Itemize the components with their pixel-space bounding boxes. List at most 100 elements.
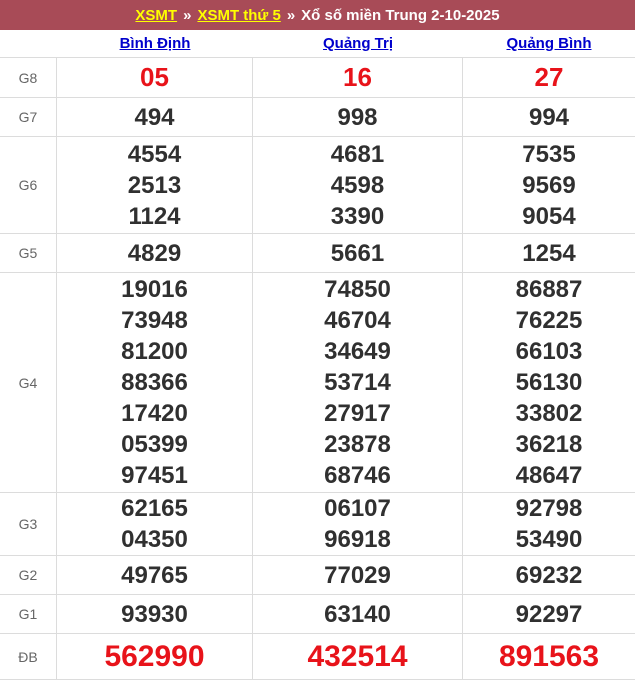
table-row: G8 05 16 27 <box>0 58 635 98</box>
result-cell: 994 <box>463 98 635 136</box>
result-cell: 1254 <box>463 234 635 272</box>
result-number: 432514 <box>307 640 408 673</box>
table-row: G5 4829 5661 1254 <box>0 234 635 273</box>
result-number: 1254 <box>522 239 576 267</box>
row-label: ĐB <box>0 634 57 679</box>
result-number: 9569 <box>522 171 576 199</box>
table-row: G7 494 998 994 <box>0 98 635 137</box>
result-cell: 86887 76225 66103 56130 33802 36218 48647 <box>463 273 635 492</box>
result-number: 17420 <box>121 400 188 427</box>
result-number: 56130 <box>515 369 583 396</box>
result-number: 92798 <box>515 495 583 522</box>
result-cell: 4681 4598 3390 <box>253 137 463 233</box>
result-number: 86887 <box>515 276 583 303</box>
result-number: 96918 <box>324 526 391 553</box>
result-number: 92297 <box>515 600 583 628</box>
result-cell: 93930 <box>57 595 253 633</box>
result-number: 27 <box>534 62 564 92</box>
result-cell: 77029 <box>253 556 463 594</box>
result-cell: 92297 <box>463 595 635 633</box>
result-cell: 4554 2513 1124 <box>57 137 253 233</box>
result-number: 53714 <box>324 369 391 396</box>
result-number: 05 <box>140 62 169 92</box>
result-number: 23878 <box>324 431 391 458</box>
result-cell: 16 <box>253 58 463 97</box>
result-cell: 49765 <box>57 556 253 594</box>
breadcrumb-link-xsmt-thu-5[interactable]: XSMT thứ 5 <box>197 6 281 24</box>
result-cell: 562990 <box>57 634 253 679</box>
result-number: 74850 <box>324 276 391 303</box>
result-cell: 05 <box>57 58 253 97</box>
result-number: 3390 <box>330 202 385 230</box>
result-number: 62165 <box>121 495 188 522</box>
result-cell: 19016 73948 81200 88366 17420 05399 97451 <box>57 273 253 492</box>
result-cell: 998 <box>253 98 463 136</box>
row-label: G2 <box>0 556 57 594</box>
result-number: 34649 <box>324 338 391 365</box>
result-number: 49765 <box>121 561 188 589</box>
result-number: 994 <box>528 103 570 131</box>
row-label: G7 <box>0 98 57 136</box>
result-cell: 62165 04350 <box>57 493 253 555</box>
province-link-quang-binh[interactable]: Quảng Bình <box>506 34 592 52</box>
result-number: 48647 <box>515 462 583 489</box>
result-number: 66103 <box>515 338 583 365</box>
result-cell: 4829 <box>57 234 253 272</box>
province-header-row: Bình Định Quảng Trị Quảng Bình <box>0 30 635 58</box>
result-number: 494 <box>134 103 175 131</box>
result-number: 97451 <box>121 462 188 489</box>
result-number: 16 <box>343 62 372 92</box>
result-number: 27917 <box>324 400 391 427</box>
result-number: 53490 <box>515 526 583 553</box>
page-title: Xổ số miền Trung 2-10-2025 <box>301 6 500 24</box>
row-label: G6 <box>0 137 57 233</box>
result-cell: 69232 <box>463 556 635 594</box>
table-row: G3 62165 04350 06107 96918 92798 53490 <box>0 493 635 556</box>
result-number: 06107 <box>324 495 391 522</box>
result-cell: 494 <box>57 98 253 136</box>
result-number: 4554 <box>127 140 182 168</box>
row-label: G5 <box>0 234 57 272</box>
breadcrumb-bar: XSMT » XSMT thứ 5 » Xổ số miền Trung 2-1… <box>0 0 635 30</box>
result-cell: 63140 <box>253 595 463 633</box>
table-row: ĐB 562990 432514 891563 <box>0 634 635 680</box>
result-number: 891563 <box>498 640 600 673</box>
result-number: 81200 <box>121 338 188 365</box>
result-number: 77029 <box>324 561 391 589</box>
result-number: 88366 <box>121 369 188 396</box>
result-number: 76225 <box>515 307 583 334</box>
result-number: 93930 <box>121 600 188 628</box>
result-number: 5661 <box>330 239 385 267</box>
result-number: 4598 <box>330 171 385 199</box>
table-row: G4 19016 73948 81200 88366 17420 05399 97451 7… <box>0 273 635 493</box>
result-number: 05399 <box>121 431 188 458</box>
breadcrumb-separator: » <box>286 6 296 24</box>
province-link-binh-dinh[interactable]: Bình Định <box>119 34 191 52</box>
result-cell: 891563 <box>463 634 635 679</box>
table-row: G6 4554 2513 1124 4681 4598 3390 7535 9569 905… <box>0 137 635 234</box>
result-cell: 06107 96918 <box>253 493 463 555</box>
province-link-quang-tri[interactable]: Quảng Trị <box>322 34 393 52</box>
province-header-cell: Quảng Trị <box>253 35 463 53</box>
province-header-cell: Bình Định <box>57 35 253 53</box>
row-label: G3 <box>0 493 57 555</box>
result-number: 7535 <box>522 140 576 168</box>
result-cell: 432514 <box>253 634 463 679</box>
result-number: 68746 <box>324 462 391 489</box>
result-cell: 74850 46704 34649 53714 27917 23878 68746 <box>253 273 463 492</box>
result-number: 1124 <box>128 202 181 230</box>
row-label: G8 <box>0 58 57 97</box>
result-number: 2513 <box>127 171 182 199</box>
result-number: 562990 <box>104 640 205 673</box>
result-number: 63140 <box>324 600 391 628</box>
results-table: G8 05 16 27 G7 494 998 994 G6 4554 2513 11… <box>0 58 635 680</box>
result-number: 73948 <box>121 307 188 334</box>
result-cell: 7535 9569 9054 <box>463 137 635 233</box>
table-row: G2 49765 77029 69232 <box>0 556 635 595</box>
result-cell: 5661 <box>253 234 463 272</box>
breadcrumb-link-xsmt[interactable]: XSMT <box>135 6 178 24</box>
breadcrumb-separator: » <box>183 6 192 24</box>
result-cell: 27 <box>463 58 635 97</box>
province-header-cell: Quảng Bình <box>463 35 635 53</box>
